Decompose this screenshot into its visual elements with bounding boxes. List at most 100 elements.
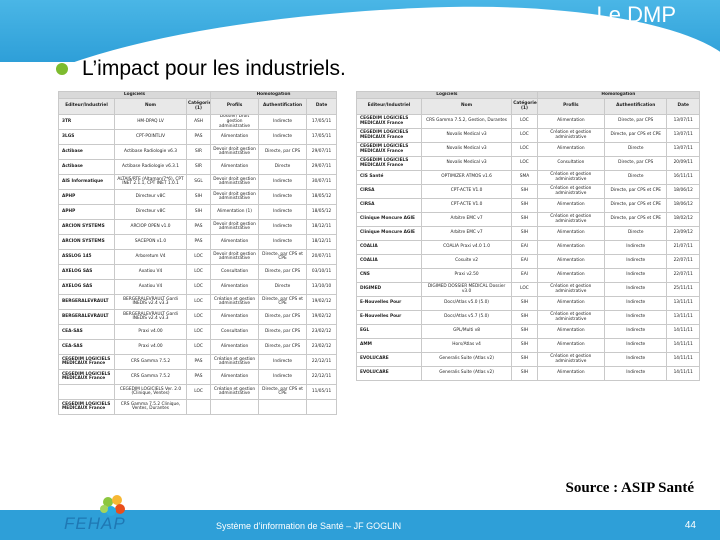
table-cell: SIH xyxy=(511,198,538,213)
table-cell: Axatiou V4 xyxy=(114,279,187,296)
table-cell: Indirecte xyxy=(603,310,668,325)
table-cell: LOC xyxy=(185,279,212,296)
table-cell: SIH xyxy=(511,226,538,241)
table-cell: 11/05/11 xyxy=(306,384,338,401)
table-cell: Directe, par CPS xyxy=(258,264,308,281)
table-cell: 22/12/11 xyxy=(306,354,338,371)
table-row: AXELOG SAS Axatiou V4 LOC Alimentation Direc… xyxy=(58,279,338,296)
table-cell: GPL/Multi v8 xyxy=(420,324,513,339)
table-cell: 14/11/11 xyxy=(666,338,700,353)
table-row: CEGEDIM LOGICIELS MEDICAUX France Novalis… xyxy=(356,142,700,157)
table-row: Actibase Actibase Radiologie v6.3.1 SIR Ali… xyxy=(58,159,338,176)
table-cell: DIGIMED xyxy=(356,282,422,297)
table-cell: Novalis Medical v3 xyxy=(420,156,513,171)
table-cell: COALIA xyxy=(356,240,422,255)
table-row: COALIA COALIA Praxi v4.0 1.0 EAI Alimentati… xyxy=(356,240,700,255)
table-cell: 18/12/11 xyxy=(306,219,338,236)
table-row: CIRSA CPT-ACTE V1.0 SIH Alimentation Directe… xyxy=(356,198,700,213)
table-cell: 14/11/11 xyxy=(666,352,700,367)
table-cell: 17/05/11 xyxy=(306,113,338,131)
table-cell: Indirecte xyxy=(603,352,668,367)
table-cell: Praxi v4.00 xyxy=(114,324,187,341)
table-cell: Dossier/ Droit gestion administrative xyxy=(210,113,260,131)
table-cell xyxy=(258,399,308,416)
table-cell: 3TR xyxy=(58,113,115,131)
table-cell: Alimentation xyxy=(536,338,605,353)
table-cell: 18/06/12 xyxy=(666,184,700,199)
table-cell: PAS xyxy=(185,369,212,386)
table-cell: CEGEDIM LOGICIELS Ver. 2.0 (Clinique, Ve… xyxy=(114,384,187,401)
table-cell: Création et gestion administrative xyxy=(536,128,605,143)
column-header-cell: Profils xyxy=(536,98,605,115)
table-cell: CRS Gamma 7.5.2 xyxy=(114,369,187,386)
group-header-cell: Homologation xyxy=(210,91,338,99)
table-cell: Directe, par CPS xyxy=(603,114,668,129)
column-header-cell: Editeur/Industriel xyxy=(58,98,115,115)
table-cell: Clinique Moncure AGIE xyxy=(356,226,422,241)
table-cell: Consultation xyxy=(210,324,260,341)
table-row: ARCION SYSTEMS ARCIOP OPEN v1.0 PAS Devoir … xyxy=(58,219,338,236)
table-cell: Alimentation xyxy=(536,114,605,129)
table-cell: EGL xyxy=(356,324,422,339)
table-cell: EVOLUCARE xyxy=(356,366,422,381)
table-cell: EAI xyxy=(511,254,538,269)
column-header-cell: Date xyxy=(666,98,700,115)
table-cell: LOC xyxy=(185,264,212,281)
table-cell: Arboretum V4 xyxy=(114,249,187,266)
table-row: CIRSA CPT-ACTE V1.0 SIH Création et gestion… xyxy=(356,184,700,199)
group-header-row: Logiciels Homologation xyxy=(356,91,701,99)
table-cell: 22/07/11 xyxy=(666,254,700,269)
table-cell: CIS Santé xyxy=(356,170,422,185)
table-cell: Alimentation (1) xyxy=(210,204,260,221)
table-cell: 29/07/11 xyxy=(306,144,338,161)
table-cell: 13/11/11 xyxy=(666,310,700,325)
table-cell: AMM xyxy=(356,338,422,353)
table-cell: LOC xyxy=(511,282,538,297)
table-row: CEA-SAS Praxi v4.00 LOC Consultation Directe… xyxy=(58,324,338,341)
table-cell: Directe, par CPS xyxy=(258,309,308,326)
footer-band xyxy=(0,510,720,540)
table-row: CEGEDIM LOGICIELS MEDICAUX France CRS Gam… xyxy=(356,114,700,129)
table-cell: 30/07/11 xyxy=(306,174,338,191)
table-cell: Alimentation xyxy=(536,198,605,213)
table-cell: CEGEDIM LOGICIELS MEDICAUX France xyxy=(356,128,422,143)
table-cell: LOC xyxy=(511,128,538,143)
table-cell: 16/11/11 xyxy=(666,170,700,185)
table-cell: Création et gestion administrative xyxy=(536,170,605,185)
table-cell: Indirecte xyxy=(603,268,668,283)
table-cell: CIRSA xyxy=(356,184,422,199)
table-cell: SIH xyxy=(511,324,538,339)
column-header-row: Editeur/Industriel Nom Catégorie (1) Profil… xyxy=(356,98,700,115)
table-cell xyxy=(210,399,260,416)
table-cell: HM-DPAQ LV xyxy=(114,113,187,131)
table-cell: OPTIMIZER ATMOS v1.6 xyxy=(420,170,513,185)
table-cell: Indirecte xyxy=(258,234,308,251)
table-cell: SIH xyxy=(511,366,538,381)
table-cell: Directe, par CPS xyxy=(603,156,668,171)
table-cell: Hors/Atlas v4 xyxy=(420,338,513,353)
table-row: E-Nouvelles Pour Docs/Atlas v5.7 (5.0) SIH… xyxy=(356,310,700,325)
table-cell: CEGEDIM LOGICIELS MEDICAUX France xyxy=(58,369,115,386)
table-cell: SIH xyxy=(511,352,538,367)
table-cell: 20/09/11 xyxy=(666,156,700,171)
table-cell: Directe, par CPS et CPE xyxy=(258,384,308,401)
table-cell: LOC xyxy=(185,249,212,266)
table-row: E-Nouvelles Pour Docs/Atlas v5.0 (5.0) SIH… xyxy=(356,296,700,311)
table-cell: Alimentation xyxy=(536,366,605,381)
table-cell: Docs/Atlas v5.0 (5.0) xyxy=(420,296,513,311)
table-row: AXELOG SAS Axatiou V4 LOC Consultation Direc… xyxy=(58,264,338,281)
table-row: AMM Hors/Atlas v4 SIH Alimentation Indirecte… xyxy=(356,338,700,353)
table-cell: 19/02/12 xyxy=(306,294,338,311)
table-cell: CPT-ACTE V1.0 xyxy=(420,198,513,213)
table-row: COALIA Cosuite v2 EAI Alimentation Indirecte… xyxy=(356,254,700,269)
table-cell: SIH xyxy=(511,310,538,325)
table-cell: 13/10/10 xyxy=(306,279,338,296)
table-cell: SGL xyxy=(185,174,212,191)
table-row: 3TR HM-DPAQ LV ASH Dossier/ Droit gestion a… xyxy=(58,113,338,131)
table-cell: BERGERALEVRAULT xyxy=(58,294,115,311)
table-cell: 19/02/12 xyxy=(306,309,338,326)
table-cell: PAS xyxy=(185,219,212,236)
table-cell: Directe, par CPS et CPE xyxy=(603,212,668,227)
column-header-row: Editeur/Industriel Nom Catégorie (1) Profil… xyxy=(58,98,338,115)
table-cell: LOC xyxy=(511,114,538,129)
